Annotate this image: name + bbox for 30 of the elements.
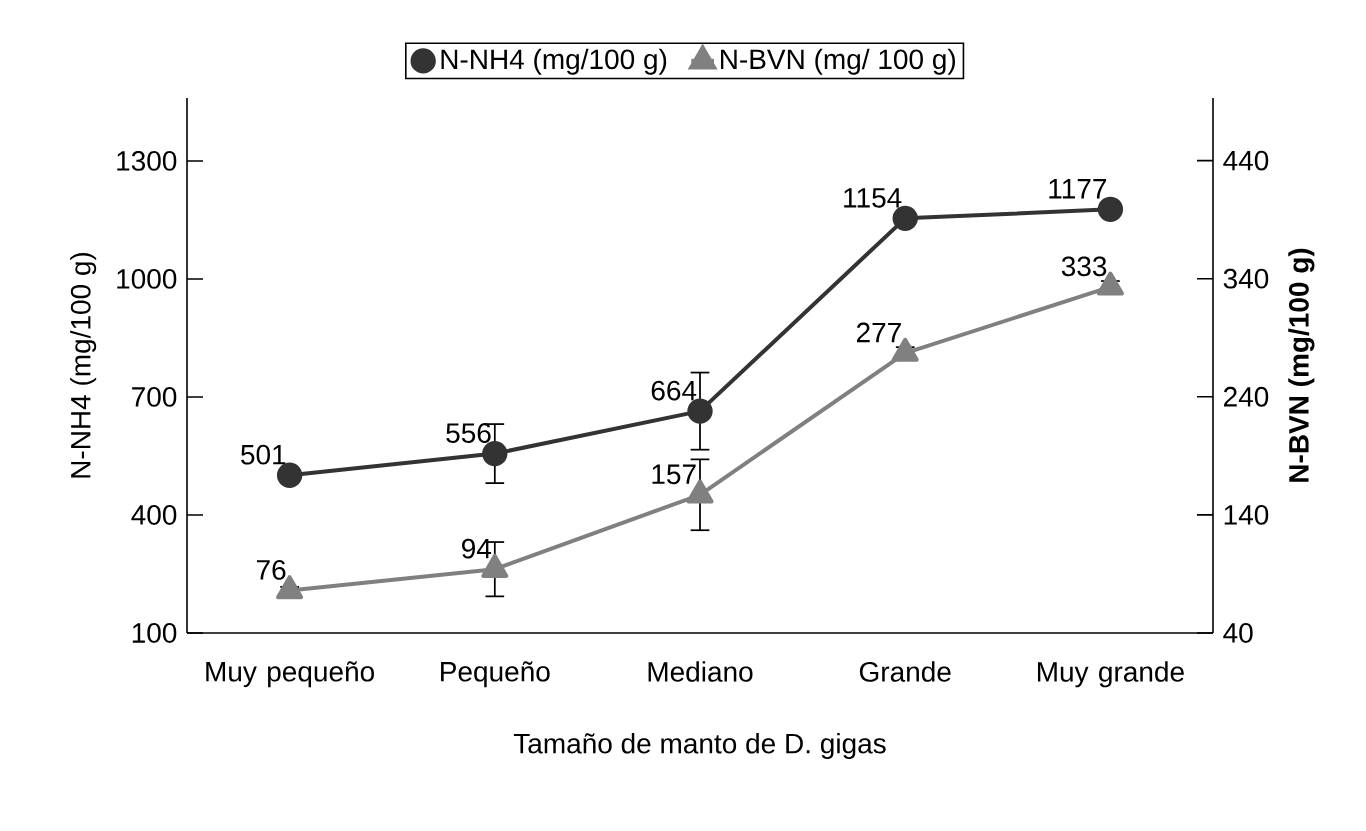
y2-tick-label: 140 bbox=[1224, 504, 1269, 525]
y-tick-label: 400 bbox=[131, 505, 177, 525]
x-tick-label: Mediano bbox=[648, 661, 753, 682]
data-label: 333 bbox=[1061, 256, 1107, 277]
legend-label: N-BVN (mg/ 100 g) bbox=[721, 48, 955, 75]
data-label: 94 bbox=[462, 538, 492, 559]
x-tick-label: Muy grande bbox=[1037, 661, 1184, 688]
x-axis-title: Tamaño de manto de D. gigas bbox=[513, 732, 886, 760]
y-tick-label: 1000 bbox=[117, 269, 177, 289]
x-tick-label: Muy pequeño bbox=[206, 661, 374, 688]
y-axis-title: N-NH4 (mg/100 g) bbox=[70, 252, 97, 478]
y2-tick-label: 440 bbox=[1223, 150, 1269, 171]
data-label: 157 bbox=[652, 464, 696, 485]
data-label: 501 bbox=[241, 444, 286, 465]
data-label: 1177 bbox=[1049, 179, 1107, 199]
data-label: 277 bbox=[856, 322, 901, 343]
y2-axis-title: N-BVN (mg/100 g) bbox=[1288, 248, 1315, 482]
data-label: 76 bbox=[256, 559, 286, 580]
data-label: 556 bbox=[446, 423, 491, 443]
data-label: 664 bbox=[651, 380, 697, 401]
y2-tick-label: 40 bbox=[1223, 623, 1253, 643]
legend-label: N-NH4 (mg/100 g) bbox=[441, 48, 667, 75]
data-label: 1154 bbox=[844, 188, 902, 208]
y-tick-label: 100 bbox=[132, 623, 177, 643]
x-tick-label: Grande bbox=[859, 661, 951, 682]
y2-tick-label: 240 bbox=[1224, 386, 1269, 407]
x-tick-label: Pequeño bbox=[441, 661, 550, 688]
y2-tick-label: 340 bbox=[1223, 268, 1269, 289]
y-tick-label: 1300 bbox=[117, 151, 177, 171]
y-tick-label: 700 bbox=[132, 387, 177, 407]
